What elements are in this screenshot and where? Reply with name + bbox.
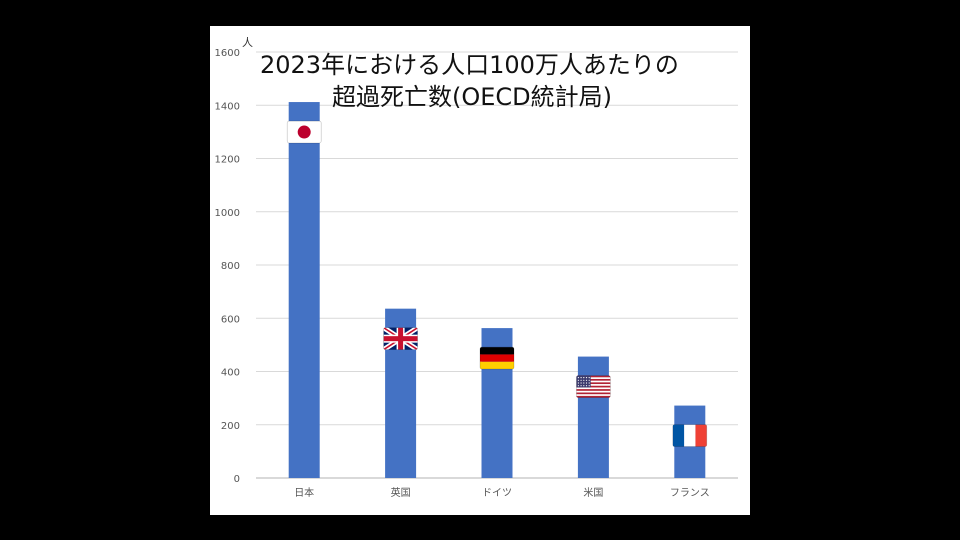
flag-border	[286, 120, 322, 144]
bar-日本	[288, 102, 320, 479]
y-tick-label: 0	[234, 474, 240, 485]
x-axis-ticks: 日本 英国 ドイツ 米国 フランス	[294, 486, 710, 499]
y-axis-ticks: 0 200 400 600 800 1000 1200 1400 1600	[215, 48, 240, 485]
x-tick-label: 米国	[583, 486, 603, 499]
y-axis-label: 人	[242, 36, 253, 49]
chart-panel: 0 200 400 600 800 1000 1200 1400 1600 人 日本 英国 ドイツ 米…	[210, 26, 750, 515]
y-tick-label: 800	[221, 261, 240, 272]
bar-chart: 0 200 400 600 800 1000 1200 1400 1600 人 日本 英国 ドイツ 米…	[215, 36, 738, 499]
flag-uk-icon	[383, 327, 418, 350]
flag-us-icon	[576, 375, 611, 398]
y-tick-label: 1200	[215, 155, 240, 166]
y-tick-label: 1600	[215, 48, 240, 59]
y-tick-label: 400	[221, 368, 240, 379]
flag-border	[576, 375, 611, 398]
flag-germany-icon	[479, 346, 515, 370]
x-tick-label: フランス	[670, 487, 710, 499]
flag-border	[383, 327, 418, 350]
y-tick-label: 600	[221, 314, 240, 325]
bar-米国	[577, 356, 609, 478]
flag-border	[672, 424, 708, 447]
gridlines	[256, 51, 738, 479]
flag-border	[479, 346, 515, 370]
flags	[286, 120, 708, 447]
x-tick-label: 日本	[294, 486, 314, 499]
flag-japan-icon	[286, 120, 322, 144]
chart-title-line-1: 2023年における人口100万人あたりの	[260, 51, 679, 79]
y-tick-label: 1000	[215, 208, 240, 219]
flag-france-icon	[672, 424, 708, 447]
y-tick-label: 200	[221, 421, 240, 432]
x-tick-label: ドイツ	[482, 488, 512, 499]
y-tick-label: 1400	[215, 101, 240, 112]
x-tick-label: 英国	[391, 486, 411, 499]
chart-title-line-2: 超過死亡数(OECD統計局)	[332, 83, 613, 111]
